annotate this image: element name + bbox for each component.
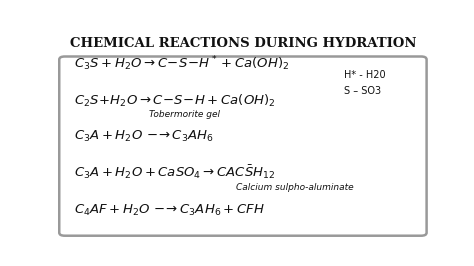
Text: Tobermorite gel: Tobermorite gel	[149, 110, 220, 119]
Text: $C_4AF + H_2O\, -\!\!\rightarrow C_3AH_6 + CFH$: $C_4AF + H_2O\, -\!\!\rightarrow C_3AH_6…	[74, 203, 265, 218]
FancyBboxPatch shape	[59, 46, 427, 236]
Text: S – SO3: S – SO3	[344, 86, 381, 96]
Text: CHEMICAL REACTIONS DURING HYDRATION: CHEMICAL REACTIONS DURING HYDRATION	[70, 37, 416, 50]
Text: H* - H20: H* - H20	[344, 70, 385, 80]
Text: $C_3A + H_2O + CaSO_4 \rightarrow CAC\bar{S}H_{12}$: $C_3A + H_2O + CaSO_4 \rightarrow CAC\ba…	[74, 163, 275, 181]
FancyBboxPatch shape	[59, 56, 427, 236]
Text: $C_3A +H_2O\, -\!\!\rightarrow C_3AH_6$: $C_3A +H_2O\, -\!\!\rightarrow C_3AH_6$	[74, 129, 214, 144]
Text: $C_3S + H_2O \rightarrow C\!-\!S\!-\!H^* + Ca(OH)_2$: $C_3S + H_2O \rightarrow C\!-\!S\!-\!H^*…	[74, 54, 290, 73]
Text: Calcium sulpho-aluminate: Calcium sulpho-aluminate	[236, 183, 353, 192]
Text: $C_2S\!+\!H_2O \rightarrow C\!-\!S\!-\!H + Ca(OH)_2$: $C_2S\!+\!H_2O \rightarrow C\!-\!S\!-\!H…	[74, 93, 276, 109]
